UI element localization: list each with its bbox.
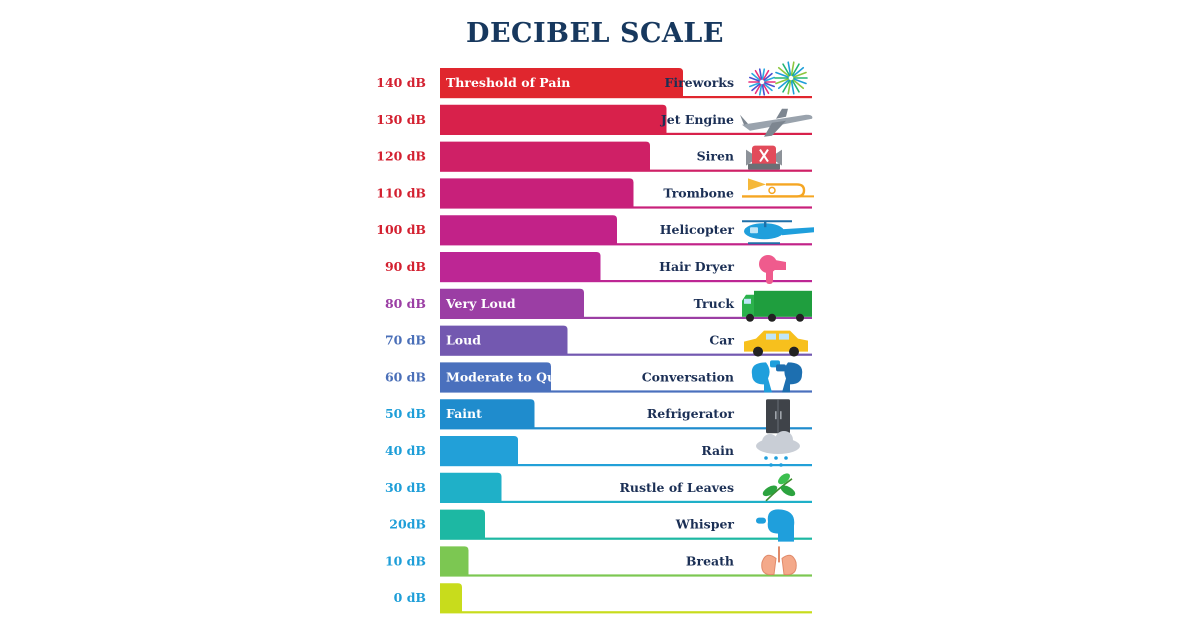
row-120db: 120 dB Siren	[376, 141, 812, 172]
row-30db: 30 dB Rustle of Leaves	[385, 472, 812, 503]
row-baseline	[440, 390, 812, 393]
source-label: Helicopter	[660, 222, 735, 237]
level-label: 110 dB	[376, 185, 426, 200]
level-label: 120 dB	[376, 149, 426, 164]
bar-30db	[440, 472, 502, 502]
row-60db: 60 dB Moderate to Quiet Conversation	[385, 362, 812, 393]
bar-140db	[440, 68, 683, 97]
refrigerator-icon	[766, 399, 790, 434]
row-130db: 130 dB Jet Engine	[376, 104, 812, 135]
bar-70db	[440, 325, 568, 355]
bar-10db	[440, 546, 469, 576]
bar-80db	[440, 288, 584, 318]
source-label: Car	[709, 333, 734, 348]
truck-icon	[742, 290, 812, 322]
bar-130db	[440, 104, 667, 134]
bar-label: Moderate to Quiet	[446, 369, 575, 384]
conversation-icon	[751, 360, 803, 393]
bar-label: Faint	[446, 406, 482, 421]
fireworks-icon	[748, 61, 808, 96]
bar-50db	[440, 399, 535, 429]
level-label: 140 dB	[376, 75, 426, 90]
level-label: 100 dB	[376, 222, 426, 237]
bar-120db	[440, 141, 650, 171]
chart-title: DECIBEL SCALE	[466, 18, 724, 49]
source-label: Rain	[701, 443, 734, 458]
level-label: 50 dB	[385, 406, 426, 421]
rain-cloud-icon	[756, 431, 800, 467]
bar-100db	[440, 215, 617, 245]
row-90db: 90 dB Hair Dryer	[385, 252, 812, 283]
row-baseline	[440, 427, 812, 430]
row-80db: 80 dB Very Loud Truck	[385, 288, 812, 319]
bar-90db	[440, 252, 601, 281]
airplane-icon	[740, 108, 813, 137]
row-baseline	[440, 500, 812, 503]
row-70db: 70 dB Loud Car	[385, 325, 812, 356]
source-label: Whisper	[675, 517, 735, 532]
row-140db: 140 dB Threshold of Pain Fireworks	[376, 68, 812, 99]
level-label: 20dB	[389, 517, 426, 532]
row-baseline	[440, 537, 812, 540]
row-50db: 50 dB Faint Refrigerator	[385, 399, 812, 430]
siren-icon	[746, 145, 782, 170]
level-label: 80 dB	[385, 296, 426, 311]
row-baseline	[440, 316, 812, 319]
level-label: 0 dB	[394, 590, 426, 605]
row-20db: 20dB Whisper	[389, 509, 812, 540]
car-icon	[744, 330, 808, 357]
level-label: 10 dB	[385, 553, 426, 568]
row-10db: 10 dB Breath	[385, 546, 812, 577]
row-baseline	[440, 206, 812, 209]
row-40db: 40 dB Rain	[385, 436, 812, 467]
bar-110db	[440, 178, 634, 208]
helicopter-icon	[742, 220, 814, 245]
row-baseline	[440, 132, 812, 135]
bar-60db	[440, 362, 551, 392]
bar-40db	[440, 436, 518, 465]
source-label: Hair Dryer	[659, 259, 734, 274]
row-baseline	[440, 611, 812, 614]
bar-label: Very Loud	[445, 296, 516, 311]
source-label: Rustle of Leaves	[619, 480, 734, 495]
hair-dryer-icon	[759, 255, 786, 284]
bar-0db	[440, 583, 462, 613]
source-label: Breath	[686, 553, 734, 568]
level-label: 60 dB	[385, 369, 426, 384]
level-label: 90 dB	[385, 259, 426, 274]
whisper-icon	[756, 509, 795, 542]
lungs-icon	[761, 546, 797, 576]
row-baseline	[440, 353, 812, 356]
source-label: Refrigerator	[647, 406, 735, 421]
row-100db: 100 dB Helicopter	[376, 215, 812, 246]
source-label: Fireworks	[664, 75, 734, 90]
source-label: Siren	[697, 149, 734, 164]
level-label: 70 dB	[385, 333, 426, 348]
source-label: Trombone	[663, 185, 734, 200]
row-110db: 110 dB Trombone	[376, 178, 812, 209]
bar-label: Loud	[446, 333, 481, 348]
source-label: Jet Engine	[660, 112, 734, 127]
row-0db: 0 dB	[394, 583, 812, 614]
row-baseline	[440, 169, 812, 172]
row-baseline	[440, 96, 812, 99]
level-label: 40 dB	[385, 443, 426, 458]
row-baseline	[440, 243, 812, 246]
source-label: Truck	[694, 296, 735, 311]
source-label: Conversation	[642, 369, 734, 384]
level-label: 30 dB	[385, 480, 426, 495]
bar-label: Threshold of Pain	[446, 75, 570, 90]
row-baseline	[440, 464, 812, 467]
row-baseline	[440, 574, 812, 577]
trombone-icon	[742, 178, 814, 198]
level-label: 130 dB	[376, 112, 426, 127]
row-baseline	[440, 280, 812, 283]
leaves-icon	[762, 473, 796, 502]
bar-20db	[440, 509, 485, 539]
